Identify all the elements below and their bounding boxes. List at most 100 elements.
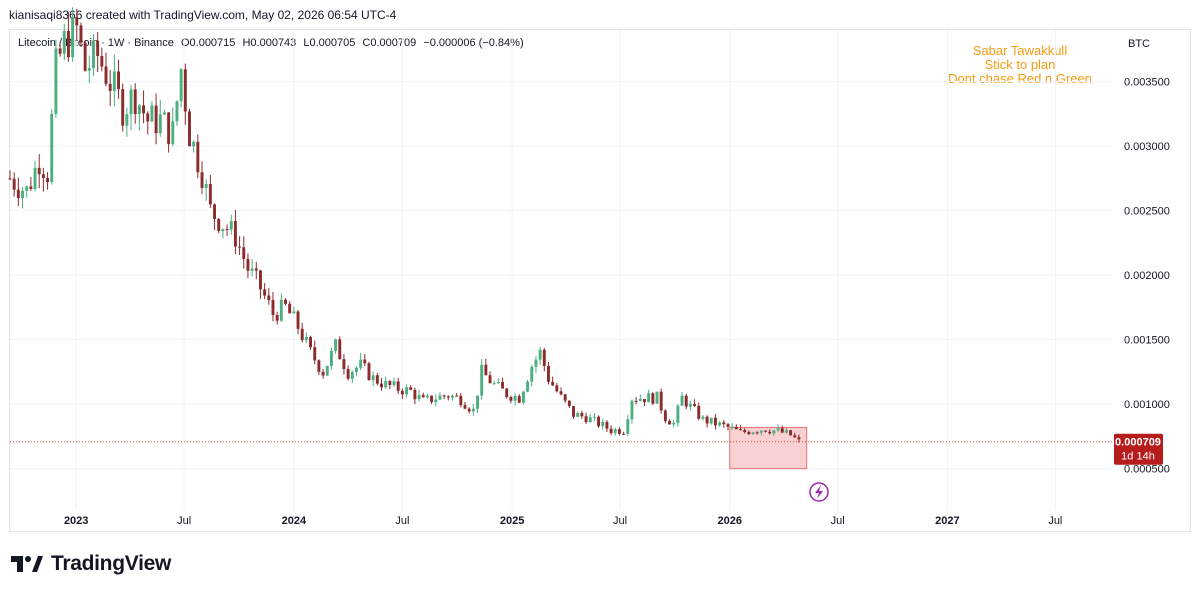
candle-body xyxy=(62,30,66,54)
candle-body xyxy=(421,395,425,398)
candle-body xyxy=(505,388,509,398)
candle-body xyxy=(484,364,488,376)
y-tick-label: 0.003500 xyxy=(1124,77,1170,89)
candle-body xyxy=(242,247,246,259)
candle-body xyxy=(217,218,221,232)
grid-lines xyxy=(10,30,1112,510)
candle-body xyxy=(434,399,438,403)
candle-body xyxy=(651,393,655,404)
candle-body xyxy=(501,381,505,389)
candle-body xyxy=(567,400,571,407)
symbol-name[interactable]: Litecoin / Bitcoin · 1W · Binance xyxy=(18,37,174,49)
candle-body xyxy=(213,204,216,219)
candle-body xyxy=(534,359,538,367)
candle-body xyxy=(325,365,329,376)
candle-body xyxy=(693,403,697,406)
x-tick-label: 2023 xyxy=(64,515,88,527)
candle-body xyxy=(21,190,24,199)
candle-body xyxy=(121,89,125,126)
candle-body xyxy=(96,40,100,56)
candle-body xyxy=(784,430,788,433)
candle-body xyxy=(192,141,196,147)
candle-body xyxy=(154,105,158,134)
candle-body xyxy=(288,303,292,314)
candle-body xyxy=(430,395,434,403)
candle-body xyxy=(175,101,179,122)
candle-body xyxy=(467,408,471,412)
candle-body xyxy=(663,410,667,422)
price-axis-currency: BTC xyxy=(1128,38,1150,50)
candle-body xyxy=(83,42,87,71)
countdown-label: 1d 14h xyxy=(1121,451,1155,463)
candle-body xyxy=(713,417,717,426)
candle-body xyxy=(722,422,726,425)
candle-body xyxy=(16,189,20,199)
candle-body xyxy=(672,422,676,425)
candle-body xyxy=(626,419,630,434)
candle-body xyxy=(613,429,617,434)
time-axis: 2023 Jul 2024 Jul 2025 Jul 2026 Jul 2027 Jul xyxy=(64,515,1062,527)
candle-body xyxy=(183,69,187,112)
candle-body xyxy=(71,17,75,58)
candle-body xyxy=(137,105,141,114)
candle-body xyxy=(601,421,605,427)
candle-body xyxy=(33,167,37,189)
brand-name: TradingView xyxy=(51,552,172,575)
candle-body xyxy=(559,391,563,395)
candle-body xyxy=(142,105,146,114)
candle-body xyxy=(279,299,283,321)
note-line-1: Sabar Tawakkull xyxy=(972,43,1068,58)
candle-body xyxy=(697,405,701,419)
candle-body xyxy=(258,270,262,290)
candle-body xyxy=(41,174,45,179)
candle-body xyxy=(388,380,392,385)
candle-body xyxy=(617,429,621,434)
candle-body xyxy=(292,311,296,314)
candlestick-series xyxy=(8,7,801,443)
candle-body xyxy=(225,229,229,231)
candle-body xyxy=(576,412,580,417)
candle-body xyxy=(384,380,388,388)
candle-body xyxy=(371,375,375,381)
candle-body xyxy=(496,381,500,384)
candle-body xyxy=(730,426,734,428)
candle-body xyxy=(246,258,250,271)
candle-body xyxy=(780,428,784,433)
candle-body xyxy=(66,30,70,58)
candle-body xyxy=(526,381,530,392)
y-tick-label: 0.002500 xyxy=(1124,206,1170,218)
candle-body xyxy=(50,113,54,183)
candle-body xyxy=(392,381,396,385)
chart-caption: kianisaqi8366 created with TradingView.c… xyxy=(9,8,397,22)
candle-body xyxy=(776,428,780,431)
price-axis: 0.000500 0.001000 0.001500 0.002000 0.002500… xyxy=(1124,77,1170,476)
candle-body xyxy=(480,364,484,396)
x-tick-label: 2026 xyxy=(718,515,742,527)
brand-footer[interactable]: TradingView xyxy=(11,552,171,576)
candle-body xyxy=(584,416,588,423)
candle-body xyxy=(530,366,534,382)
candle-body xyxy=(367,363,371,381)
y-tick-label: 0.003000 xyxy=(1124,141,1170,153)
x-tick-label: Jul xyxy=(1048,515,1062,527)
candle-body xyxy=(108,83,112,91)
candle-body xyxy=(12,178,16,190)
candle-body xyxy=(296,311,300,329)
candle-body xyxy=(162,112,166,115)
candle-body xyxy=(551,381,555,386)
candle-body xyxy=(668,421,671,425)
candle-body xyxy=(179,69,183,102)
candle-body xyxy=(350,372,354,379)
candle-body xyxy=(438,395,442,400)
x-tick-label: 2024 xyxy=(282,515,307,527)
candle-body xyxy=(413,389,417,400)
y-tick-label: 0.001000 xyxy=(1124,399,1170,411)
candle-body xyxy=(417,395,421,400)
last-price-label: 0.000709 xyxy=(1115,437,1161,449)
candle-body xyxy=(250,268,254,271)
candle-body xyxy=(125,114,129,126)
candle-body xyxy=(25,186,29,191)
candle-body xyxy=(75,17,79,26)
lightning-icon[interactable] xyxy=(809,482,829,502)
